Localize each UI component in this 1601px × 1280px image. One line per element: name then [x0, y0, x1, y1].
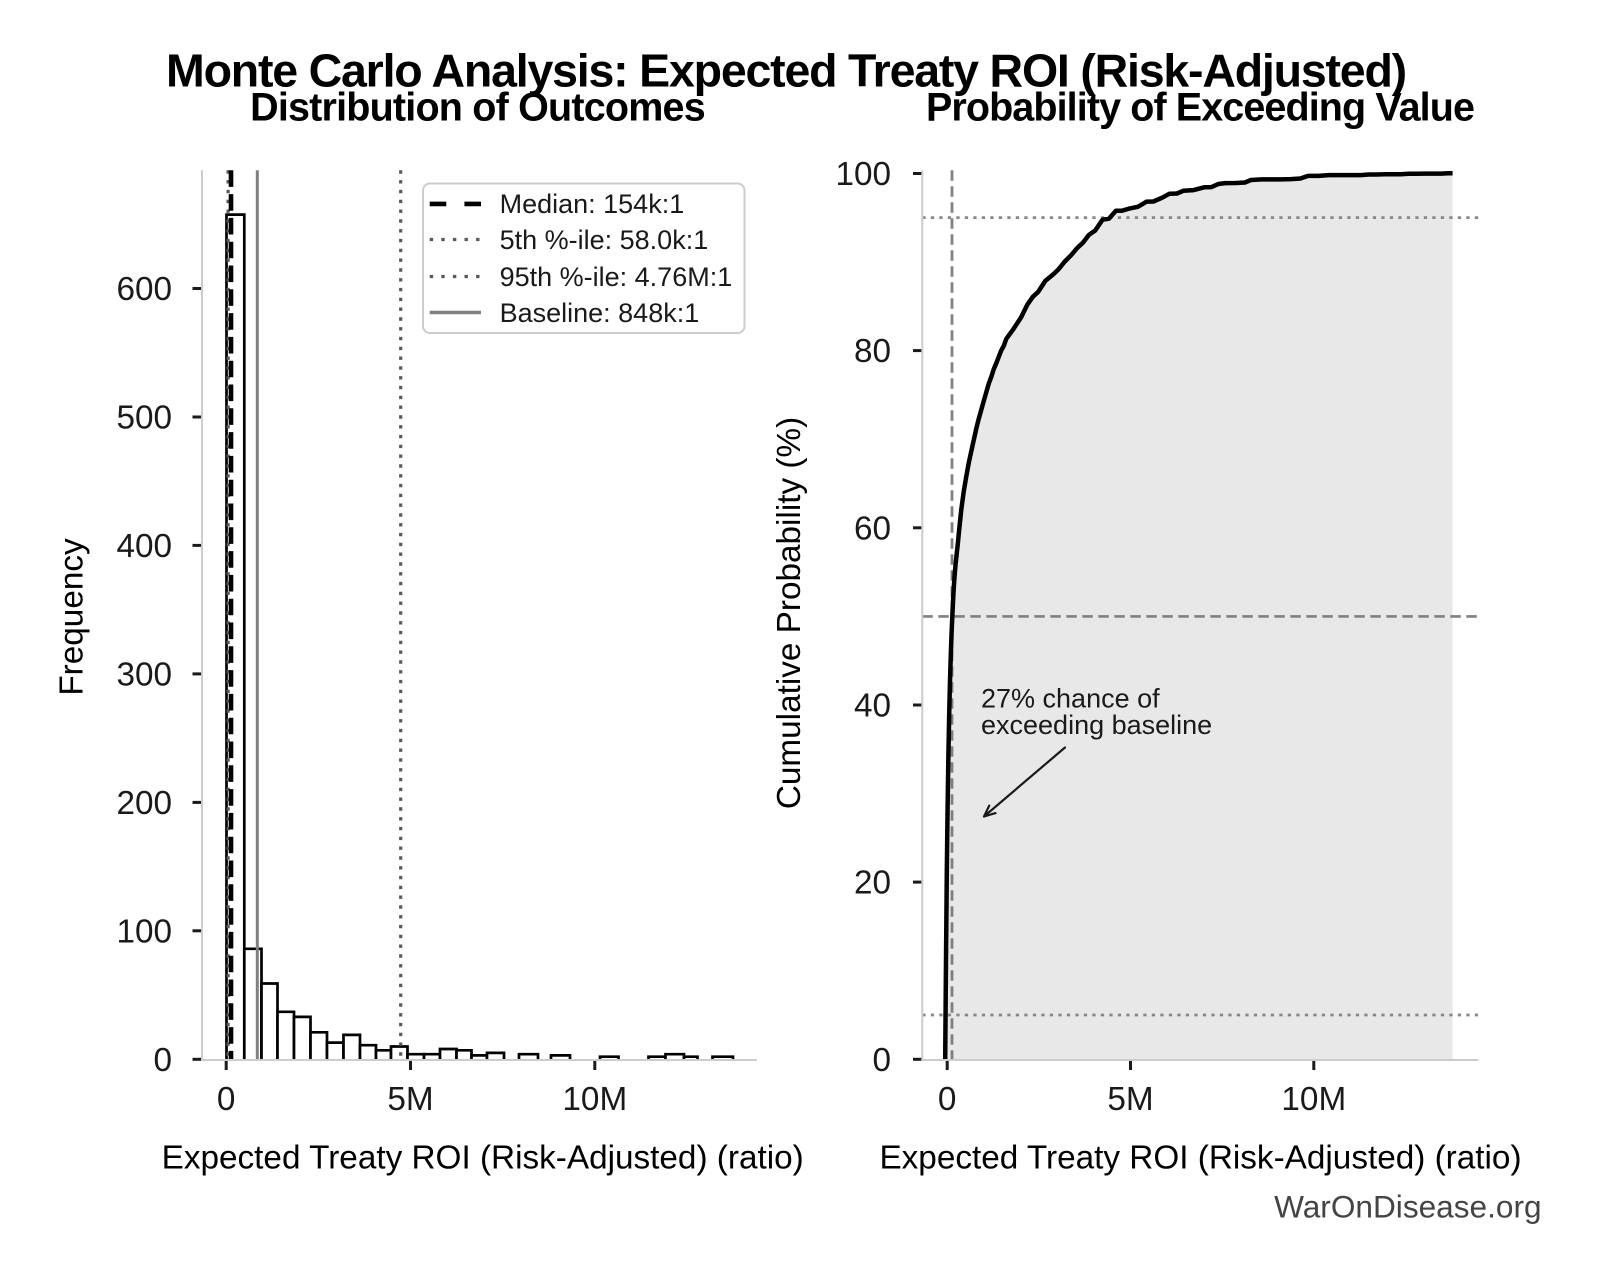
- svg-text:5M: 5M: [1107, 1081, 1153, 1118]
- svg-text:200: 200: [116, 785, 172, 822]
- svg-text:Cumulative Probability (%): Cumulative Probability (%): [771, 417, 808, 809]
- svg-text:500: 500: [116, 399, 172, 436]
- svg-text:Expected Treaty ROI (Risk-Adju: Expected Treaty ROI (Risk-Adjusted) (rat…: [162, 1140, 804, 1177]
- svg-text:20: 20: [854, 865, 891, 902]
- svg-text:Probability of Exceeding Value: Probability of Exceeding Value: [926, 86, 1474, 130]
- svg-text:10M: 10M: [1281, 1081, 1346, 1118]
- svg-text:Monte Carlo Analysis: Expected: Monte Carlo Analysis: Expected Treaty RO…: [166, 45, 1406, 97]
- svg-text:400: 400: [116, 528, 172, 565]
- svg-text:WarOnDisease.org: WarOnDisease.org: [1274, 1188, 1541, 1224]
- svg-text:10M: 10M: [562, 1081, 627, 1118]
- svg-text:5M: 5M: [387, 1081, 433, 1118]
- svg-text:0: 0: [872, 1042, 891, 1079]
- svg-text:80: 80: [854, 333, 891, 370]
- svg-text:exceeding baseline: exceeding baseline: [981, 710, 1212, 740]
- svg-text:5th %-ile: 58.0k:1: 5th %-ile: 58.0k:1: [500, 225, 709, 255]
- svg-text:Median: 154k:1: Median: 154k:1: [500, 189, 685, 219]
- svg-text:300: 300: [116, 656, 172, 693]
- svg-text:600: 600: [116, 271, 172, 308]
- svg-text:95th %-ile: 4.76M:1: 95th %-ile: 4.76M:1: [500, 262, 733, 292]
- svg-text:27% chance of: 27% chance of: [981, 684, 1160, 714]
- svg-text:60: 60: [854, 510, 891, 547]
- svg-text:40: 40: [854, 687, 891, 724]
- svg-text:0: 0: [938, 1081, 957, 1118]
- svg-text:0: 0: [153, 1042, 172, 1079]
- svg-text:Distribution of Outcomes: Distribution of Outcomes: [250, 86, 705, 130]
- svg-text:Frequency: Frequency: [54, 538, 91, 696]
- svg-text:Expected Treaty ROI (Risk-Adju: Expected Treaty ROI (Risk-Adjusted) (rat…: [879, 1140, 1521, 1177]
- svg-text:0: 0: [217, 1081, 236, 1118]
- svg-text:Baseline: 848k:1: Baseline: 848k:1: [500, 298, 700, 328]
- svg-text:100: 100: [116, 913, 172, 950]
- svg-text:100: 100: [835, 156, 891, 193]
